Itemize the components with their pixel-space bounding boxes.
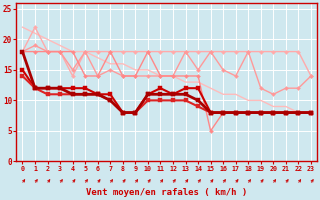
X-axis label: Vent moyen/en rafales ( km/h ): Vent moyen/en rafales ( km/h ): [86, 188, 247, 197]
